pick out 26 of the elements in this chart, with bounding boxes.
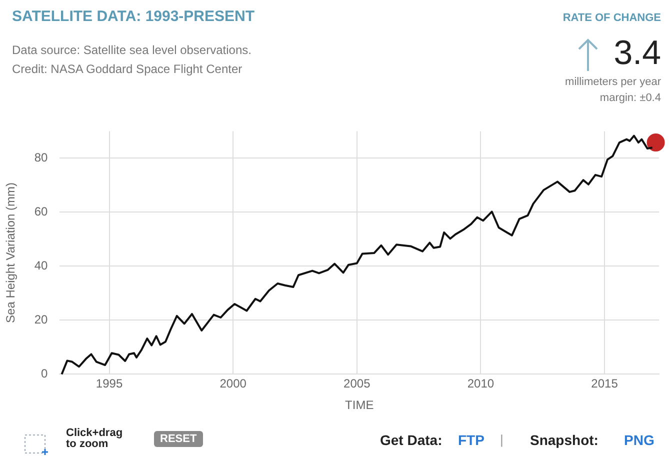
y-tick-label: 20	[34, 312, 48, 327]
y-tick-label: 80	[34, 150, 48, 165]
text: Get Data:	[380, 432, 442, 448]
text: 3.4	[614, 34, 661, 73]
x-tick-label: 1995	[96, 376, 123, 391]
chart-title: SATELLITE DATA: 1993-PRESENT	[12, 8, 255, 25]
text: Click+drag to zoom	[66, 427, 124, 450]
text: RATE OF CHANGE	[562, 12, 661, 24]
text: |	[500, 432, 504, 447]
y-tick-label: 40	[34, 258, 48, 273]
text: millimeters per year	[565, 76, 661, 88]
text: FTP	[458, 432, 484, 448]
text: margin: ±0.4	[600, 92, 661, 104]
x-tick-label: 2005	[344, 376, 371, 391]
text: PNG	[624, 432, 654, 448]
x-axis-title: TIME	[345, 398, 374, 412]
text: Credit: NASA Goddard Space Flight Center	[12, 62, 242, 76]
x-tick-label: 2000	[220, 376, 247, 391]
x-tick-label: 2010	[467, 376, 494, 391]
text: RESET	[154, 431, 203, 447]
x-tick-label: 2015	[591, 376, 618, 391]
text: Snapshot:	[530, 432, 598, 448]
y-axis-title: Sea Height Variation (mm)	[4, 182, 18, 323]
chart-subtitle: Data source: Satellite sea level observations.	[12, 43, 252, 57]
y-tick-label: 60	[34, 204, 48, 219]
y-tick-label: 0	[41, 366, 48, 381]
